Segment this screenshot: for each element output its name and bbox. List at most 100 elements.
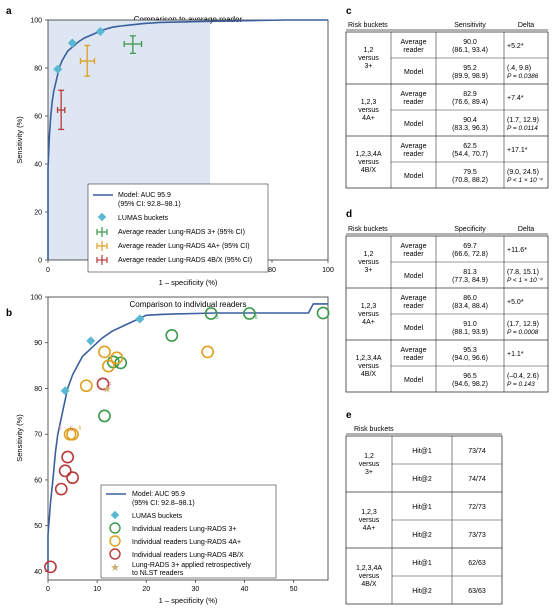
legend-b-ind4b-label: Individual readers Lung-RADS 4B/X: [132, 552, 244, 559]
table-delta-value: +5.0*: [507, 299, 524, 306]
table-bucket-label: versus: [358, 311, 379, 318]
table-c: c Risk buckets Sensitivity Delta 1,2vers…: [345, 6, 549, 189]
table-e-hit-label: Hit@1: [412, 560, 432, 567]
table-bucket-label: 1,2,3,4A: [355, 151, 381, 158]
panel-a-ytick-label: 20: [34, 210, 42, 217]
panel-a: a Comparison to average reader 0 20 40 60 80…: [6, 6, 334, 287]
panel-b-ytick-label: 40: [34, 569, 42, 576]
table-c-letter: c: [346, 6, 352, 17]
table-e-bucket-label: versus: [359, 517, 380, 524]
legend-a-avg4b-label: Average reader Lung-RADS 4B/X (95% CI): [118, 257, 252, 264]
table-delta-pvalue: P < 1 × 10⁻⁴: [507, 277, 543, 284]
panel-b-xtick-label: 50: [290, 586, 298, 593]
table-c-header-metric: Sensitivity: [454, 22, 486, 29]
legend-b-star-swatch: ★: [110, 562, 120, 574]
table-e-hit-label: Hit@2: [412, 532, 432, 539]
panel-b-reader-4a-point: [79, 379, 93, 393]
table-bucket-label: 1,2: [364, 251, 374, 258]
panel-a-legend: Model: AUC 95.9 (95% CI: 92.8–98.1) LUMA…: [87, 183, 269, 273]
panel-b-model-roc-curve: [47, 303, 328, 572]
table-row-value: 96.5: [463, 373, 477, 380]
panel-a-xlabel: 1 – specificity (%): [159, 278, 218, 287]
table-row-who: Average: [401, 295, 427, 302]
table-row-ci: (77.3, 84.9): [452, 277, 488, 284]
panel-b-xtick-label: 0: [46, 586, 50, 593]
panel-a-lumas-point: [67, 38, 77, 48]
table-e-bucket-label: versus: [359, 573, 380, 580]
table-e-bucket-label: 4B/X: [361, 581, 377, 588]
table-row-ci: (89.9, 98.9): [452, 73, 488, 80]
table-e-hit-label: Hit@1: [412, 448, 432, 455]
table-c-header-delta: Delta: [518, 22, 534, 29]
table-delta-value: +7.4*: [507, 95, 524, 102]
table-delta-pvalue: P = 0.143: [507, 381, 535, 388]
panel-b-reader-id-label: 6: [59, 426, 62, 432]
panel-b-reader-id-label: 6: [78, 426, 81, 432]
table-d: d Risk buckets Specificity Delta 1,2vers…: [345, 209, 549, 393]
table-d-header-delta: Delta: [518, 226, 534, 233]
table-delta-value: +11.6*: [507, 247, 527, 254]
panel-a-ytick-label: 80: [34, 66, 42, 73]
legend-a-avg3-label: Average reader Lung-RADS 3+ (95% CI): [118, 229, 245, 236]
table-row-ci: (70.8, 88.2): [452, 177, 488, 184]
panel-b-reader-4a-point: [98, 345, 111, 359]
table-row-value: 95.3: [463, 347, 477, 354]
panel-b-ytick-label: 80: [34, 386, 42, 393]
table-e-header-buckets: Risk buckets: [354, 426, 394, 433]
legend-a-avg4a-swatch: [96, 241, 108, 251]
table-row-value: 90.4: [463, 117, 477, 124]
panel-b-reader-3plus-point: [165, 329, 179, 342]
panel-b-ytick-label: 90: [34, 340, 42, 347]
table-bucket-label: 1,2,3: [361, 99, 377, 106]
table-bucket-label: 4B/X: [361, 371, 377, 378]
table-bucket-label: 4A+: [362, 115, 375, 122]
panel-a-ylabel: Sensitivity (%): [15, 116, 24, 164]
table-delta-ci: (1.7, 12.9): [507, 321, 539, 328]
legend-b-model-ci: (95% CI: 92.8–98.1): [132, 500, 195, 507]
table-row-ci: (76.6, 89.4): [452, 99, 488, 106]
panel-b-xlabel: 1 – specificity (%): [159, 596, 218, 605]
panel-b-reader-id-label: 5: [216, 315, 219, 321]
panel-b-marks: ★5 66 645: [44, 306, 330, 574]
panel-a-xtick-label: 80: [268, 267, 276, 274]
table-row-who: Model: [404, 377, 424, 384]
legend-b-ind4a-label: Individual readers Lung-RADS 4A+: [132, 539, 241, 546]
table-row-value: 69.7: [463, 243, 477, 250]
panel-b-xtick-label: 30: [191, 586, 199, 593]
table-row-who: reader: [403, 251, 424, 258]
panel-b-reader-3plus-point: [98, 409, 111, 423]
panel-a-xtick-label: 0: [46, 267, 50, 274]
panel-a-ytick-label: 60: [34, 114, 42, 121]
table-delta-ci: (–0.4, 2.6): [507, 373, 539, 380]
table-bucket-label: 4B/X: [361, 167, 377, 174]
panel-b-legend: Model: AUC 95.9 (95% CI: 92.8–98.1) LUMA…: [100, 484, 277, 579]
table-e-bucket-label: 1,2: [364, 453, 374, 460]
table-row-value: 91.0: [463, 321, 477, 328]
panel-b-ytick-label: 70: [34, 432, 42, 439]
table-bucket-label: 1,2,3: [361, 303, 377, 310]
panel-b-title: Comparison to individual readers: [130, 300, 247, 309]
table-row-who: Average: [401, 143, 427, 150]
panel-b-reader-4a-point: [201, 345, 215, 359]
table-row-who: reader: [403, 303, 424, 310]
table-d-header-buckets: Risk buckets: [348, 226, 388, 233]
table-delta-pvalue: P = 0.0386: [507, 73, 539, 80]
table-delta-pvalue: P = 0.0008: [507, 329, 539, 336]
panel-b-reader-4bx-point: [44, 560, 57, 574]
panel-b-y-ticks: 40 50 60 70 80 90 100: [30, 295, 48, 576]
legend-b-ind3-swatch: [109, 522, 121, 534]
table-row-value: 86.0: [463, 295, 477, 302]
table-e-hit-label: Hit@2: [412, 476, 432, 483]
panel-b-reader-id-label: 4: [108, 382, 111, 388]
panel-b-letter: b: [6, 308, 12, 319]
panel-b-xtick-label: 20: [142, 586, 150, 593]
table-e-bucket-label: 1,2,3,4A: [356, 565, 382, 572]
panel-a-letter: a: [6, 6, 12, 17]
table-e-hit-value: 73/74: [468, 448, 486, 455]
panel-a-y-ticks: 0 20 40 60 80 100: [30, 18, 48, 265]
table-e-hit-value: 62/63: [468, 560, 486, 567]
legend-b-model-label: Model: AUC 95.9: [132, 491, 185, 498]
table-e-bucket-label: 4A+: [363, 525, 376, 532]
